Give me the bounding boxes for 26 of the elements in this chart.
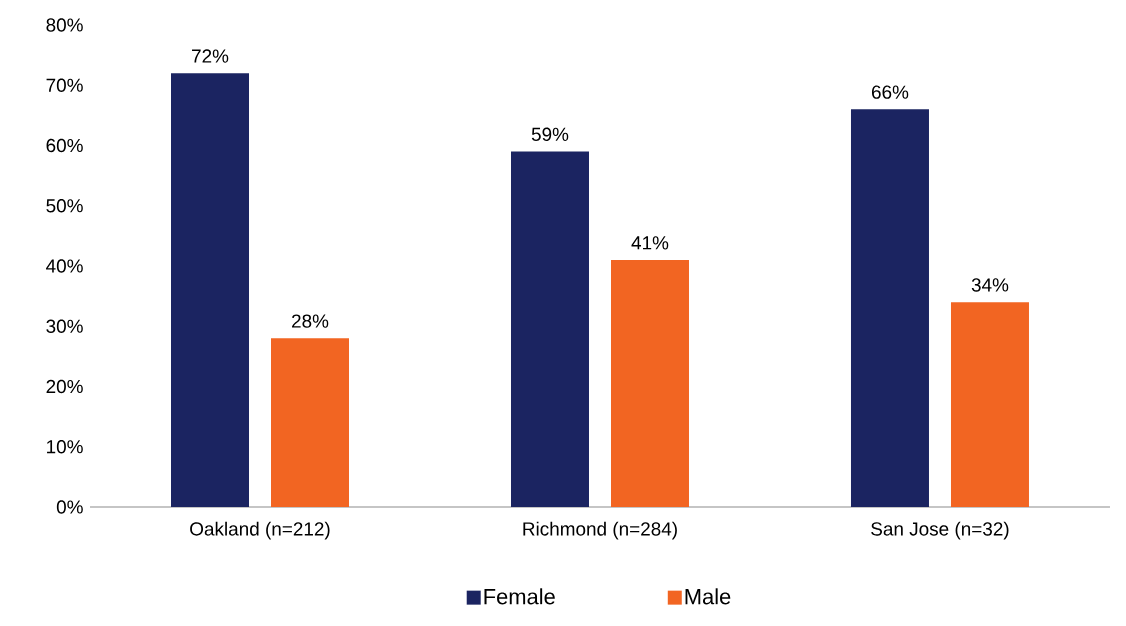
data-label: 59% <box>531 127 569 142</box>
y-tick-label: 60% <box>46 138 83 153</box>
legend-label: Female <box>484 588 555 605</box>
data-label: 34% <box>971 278 1009 292</box>
legend-label: Male <box>685 588 731 605</box>
bar <box>510 151 589 507</box>
y-tick-label: 40% <box>46 259 83 273</box>
bar <box>850 109 929 507</box>
bar <box>271 338 349 507</box>
y-tick-label: 70% <box>46 78 83 92</box>
bar <box>950 302 1029 507</box>
y-tick-label: 80% <box>46 18 83 32</box>
y-tick-label: 0% <box>56 500 83 514</box>
y-tick-label: 30% <box>46 319 83 333</box>
x-tick-label: San Jose (n=32) <box>871 521 1009 540</box>
y-tick-label: 20% <box>46 379 83 394</box>
bar <box>610 259 689 507</box>
x-tick-label: Oakland (n=212) <box>190 521 330 540</box>
data-label: 28% <box>292 314 329 328</box>
y-tick-label: 50% <box>46 199 83 213</box>
data-label: 66% <box>871 85 909 99</box>
bar <box>171 73 249 507</box>
data-label: 72% <box>192 49 229 63</box>
y-tick-label: 10% <box>47 440 83 454</box>
data-label: 41% <box>631 236 669 250</box>
x-tick-label: Richmond (n=284) <box>523 521 677 540</box>
